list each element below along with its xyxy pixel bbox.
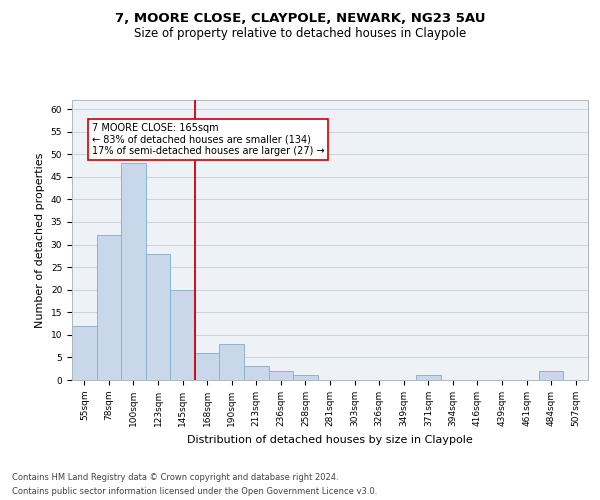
Text: Contains HM Land Registry data © Crown copyright and database right 2024.: Contains HM Land Registry data © Crown c… xyxy=(12,472,338,482)
Text: Distribution of detached houses by size in Claypole: Distribution of detached houses by size … xyxy=(187,435,473,445)
Text: 7, MOORE CLOSE, CLAYPOLE, NEWARK, NG23 5AU: 7, MOORE CLOSE, CLAYPOLE, NEWARK, NG23 5… xyxy=(115,12,485,26)
Bar xyxy=(269,371,293,380)
Bar xyxy=(72,326,97,380)
Bar xyxy=(146,254,170,380)
Bar xyxy=(293,376,318,380)
Bar xyxy=(539,371,563,380)
Bar xyxy=(97,236,121,380)
Y-axis label: Number of detached properties: Number of detached properties xyxy=(35,152,45,328)
Bar xyxy=(416,376,440,380)
Bar xyxy=(244,366,269,380)
Text: Size of property relative to detached houses in Claypole: Size of property relative to detached ho… xyxy=(134,28,466,40)
Text: Contains public sector information licensed under the Open Government Licence v3: Contains public sector information licen… xyxy=(12,488,377,496)
Text: 7 MOORE CLOSE: 165sqm
← 83% of detached houses are smaller (134)
17% of semi-det: 7 MOORE CLOSE: 165sqm ← 83% of detached … xyxy=(92,122,324,156)
Bar xyxy=(220,344,244,380)
Bar xyxy=(195,353,220,380)
Bar xyxy=(121,163,146,380)
Bar xyxy=(170,290,195,380)
